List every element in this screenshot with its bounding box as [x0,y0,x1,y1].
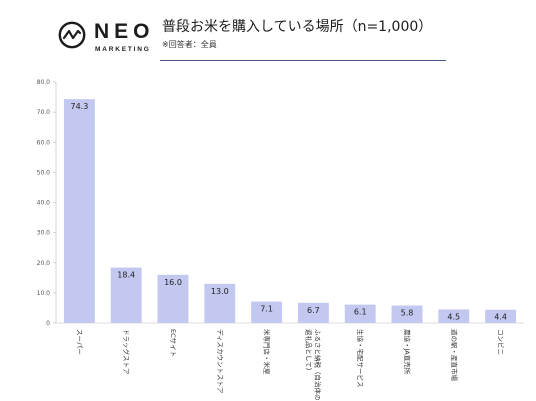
x-category-label: 道の駅・産直市場 [450,329,459,382]
bar [204,283,236,323]
y-tick-label: 0 [46,320,50,327]
data-label: 6.7 [307,306,320,315]
y-tick-label: 50.0 [37,169,51,176]
bar [297,302,329,323]
bar [344,304,376,323]
brand-subname: MARKETING [95,46,151,53]
x-category-label-line: 返礼品として） [304,329,313,374]
data-label: 4.4 [494,313,507,322]
y-tick-label: 30.0 [37,230,51,237]
brand-logo: NEO MARKETING [58,16,158,60]
x-category-label: スーパー [75,329,83,355]
y-tick-label: 70.0 [37,109,51,116]
bar [391,305,423,323]
brand-name: NEO [94,20,155,43]
bar [485,309,517,323]
chart-subtitle: ※回答者：全員 [162,40,217,49]
y-tick-label: 40.0 [37,200,51,207]
bars [63,99,517,323]
data-label: 18.4 [117,271,135,280]
bar [251,301,283,323]
bar [63,99,95,323]
data-label: 74.3 [70,102,88,111]
x-category-label: ディスカウントストア [216,329,225,394]
y-tick-label: 80.0 [37,79,51,86]
y-axis: 0 10.0 20.0 30.0 40.0 50.0 60.0 70.0 80.0 [37,79,524,327]
x-category-label-line: ふるさと納税（自治体の [313,329,322,401]
y-tick-label: 60.0 [37,139,51,146]
x-category-label: 米専門店・米屋 [263,329,272,375]
x-category-label: 農協・JA直売所 [403,329,412,375]
bar [438,309,470,323]
x-category-label: ドラッグストア [122,329,131,375]
data-label: 5.8 [401,309,414,318]
data-label: 7.1 [260,305,273,314]
data-labels: 74.3 18.4 16.0 13.0 7.1 6.7 6.1 5.8 4.5 4.4 [70,102,506,322]
x-category-label: 生協・宅配サービス [356,329,365,388]
data-label: 6.1 [354,308,367,317]
neo-pulse-icon [58,21,86,49]
data-label: 16.0 [164,278,182,287]
data-label: 4.5 [447,312,460,321]
x-axis-labels: スーパー ドラッグストア ECサイト ディスカウントストア 米専門店・米屋 ふるさと納税（… [75,329,505,401]
y-tick-label: 20.0 [37,260,51,267]
y-tick-label: 10.0 [37,290,51,297]
x-category-label: ECサイト [169,329,177,357]
x-category-label: コンビニ [497,329,506,355]
title-underline [160,60,446,61]
chart-title: 普段お米を購入している場所（n=1,000） [162,19,433,35]
data-label: 13.0 [211,287,229,296]
bar [110,267,142,323]
bar [157,274,189,323]
x-category-label: ふるさと納税（自治体の返礼品として） [304,329,322,401]
